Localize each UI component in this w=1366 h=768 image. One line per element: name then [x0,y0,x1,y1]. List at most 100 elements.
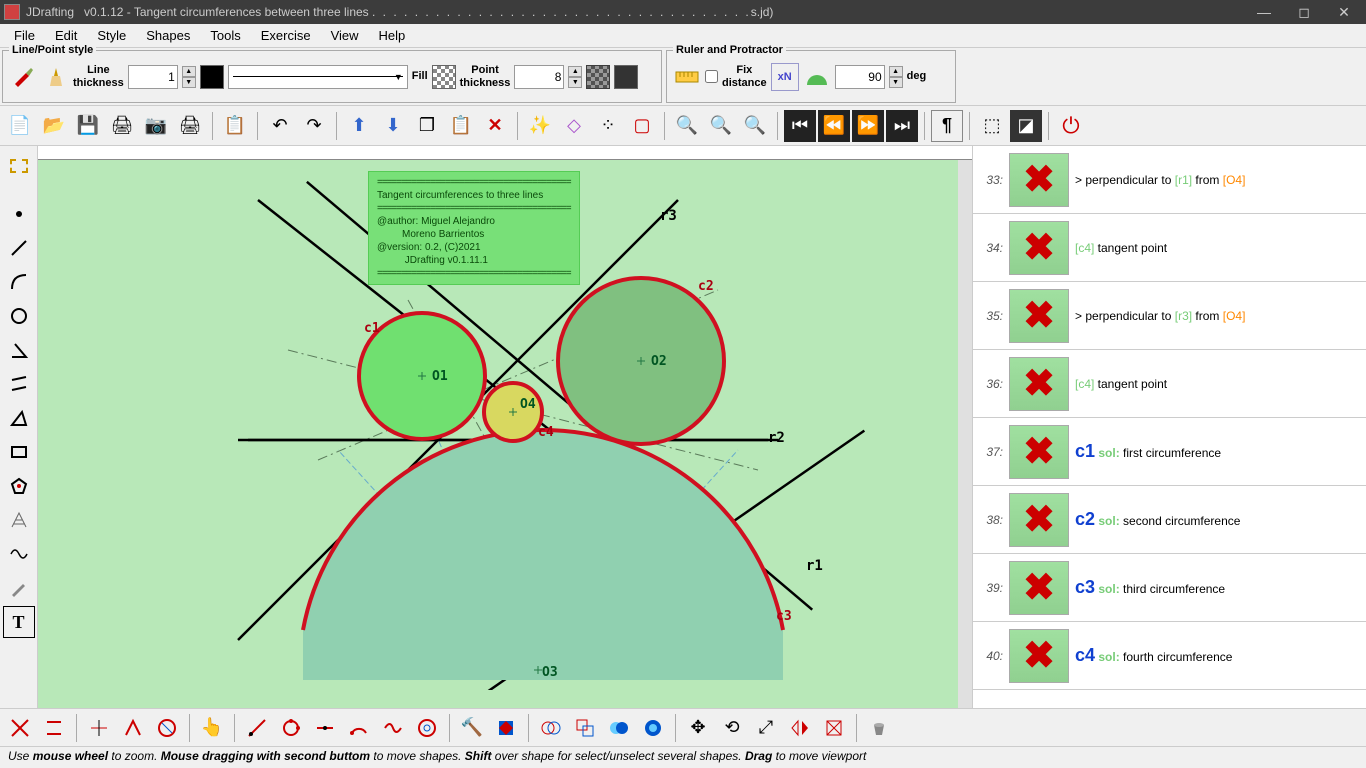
angle-input[interactable] [835,65,885,89]
bt12[interactable] [411,712,443,744]
step-row[interactable]: 39: ✖ c3 sol: third circumference [973,554,1366,622]
bt9[interactable] [309,712,341,744]
zoom-out-button[interactable]: 🔍 [739,110,771,142]
point-color-swatch[interactable] [586,65,610,89]
bt17[interactable] [603,712,635,744]
delete-button[interactable]: ✕ [479,110,511,142]
bt15[interactable] [535,712,567,744]
arc-tool[interactable] [3,266,35,298]
bt2[interactable] [38,712,70,744]
line-tool[interactable] [3,232,35,264]
parallel-tool[interactable] [3,368,35,400]
bt6[interactable]: 👆 [196,712,228,744]
step-row[interactable]: 40: ✖ c4 sol: fourth circumference [973,622,1366,690]
bt3[interactable] [83,712,115,744]
canvas[interactable]: O1 O2 O3 O4 c1 c2 c3 c4 r1 r2 r3 =======… [38,146,972,708]
copy-button[interactable]: ❐ [411,110,443,142]
scale-tool[interactable]: ⤢ [750,712,782,744]
paste-button[interactable]: 📋 [219,110,251,142]
fix-distance-check[interactable] [705,70,718,83]
diamond-button[interactable]: ◇ [558,110,590,142]
menu-shapes[interactable]: Shapes [136,26,200,45]
down-arrow-button[interactable]: ⬇ [377,110,409,142]
close-button[interactable]: ✕ [1334,4,1354,21]
zoom-in-button[interactable]: 🔍 [705,110,737,142]
paragraph-button[interactable]: ¶ [931,110,963,142]
step-row[interactable]: 33: ✖ > perpendicular to [r1] from [O4] [973,146,1366,214]
point-tool[interactable] [3,198,35,230]
spin-down[interactable]: ▼ [182,77,196,88]
brush-icon[interactable] [9,63,37,91]
circle-tool[interactable] [3,300,35,332]
bt4[interactable] [117,712,149,744]
step-row[interactable]: 37: ✖ c1 sol: first circumference [973,418,1366,486]
rect-tool[interactable] [3,436,35,468]
step-row[interactable]: 36: ✖ [c4] tangent point [973,350,1366,418]
menu-edit[interactable]: Edit [45,26,87,45]
xn-button[interactable]: xN [771,63,799,91]
bt16[interactable] [569,712,601,744]
protractor-icon[interactable] [803,63,831,91]
up-arrow-button[interactable]: ⬆ [343,110,375,142]
fill-color-swatch[interactable] [432,65,456,89]
step-row[interactable]: 38: ✖ c2 sol: second circumference [973,486,1366,554]
printer2-button[interactable]: 🖨 [174,110,206,142]
hatch-tool[interactable] [3,504,35,536]
spin-down[interactable]: ▼ [889,77,903,88]
bt18[interactable] [637,712,669,744]
step-row[interactable]: 34: ✖ [c4] tangent point [973,214,1366,282]
select-all-button[interactable]: ⬚ [976,110,1008,142]
point-color-swatch2[interactable] [614,65,638,89]
dots-button[interactable]: ⁘ [592,110,624,142]
spin-down[interactable]: ▼ [568,77,582,88]
red-square-button[interactable]: ▢ [626,110,658,142]
move-tool[interactable]: ✥ [682,712,714,744]
step-row[interactable]: 35: ✖ > perpendicular to [r3] from [O4] [973,282,1366,350]
bt10[interactable] [343,712,375,744]
minimize-button[interactable]: — [1254,4,1274,21]
polygon-tool[interactable] [3,470,35,502]
menu-view[interactable]: View [321,26,369,45]
spin-up[interactable]: ▲ [568,66,582,77]
spin-up[interactable]: ▲ [182,66,196,77]
scrollbar-v[interactable] [958,160,972,708]
invert-button[interactable]: ◪ [1010,110,1042,142]
bt8[interactable] [275,712,307,744]
mirror-h-tool[interactable] [784,712,816,744]
mirror-x-tool[interactable] [818,712,850,744]
new-button[interactable]: 📄 [4,110,36,142]
bt14[interactable] [490,712,522,744]
prev-button[interactable]: ⏪ [818,110,850,142]
line-color-swatch[interactable] [200,65,224,89]
bucket-tool[interactable] [863,712,895,744]
redo-button[interactable]: ↷ [298,110,330,142]
menu-style[interactable]: Style [87,26,136,45]
bt1[interactable] [4,712,36,744]
camera-button[interactable]: 📷 [140,110,172,142]
power-button[interactable]: ⏻ [1055,110,1087,142]
bt7[interactable] [241,712,273,744]
line-thickness-input[interactable] [128,65,178,89]
save-button[interactable]: 💾 [72,110,104,142]
zoom-fit-button[interactable]: 🔍 [671,110,703,142]
menu-file[interactable]: File [4,26,45,45]
maximize-button[interactable]: ◻ [1294,4,1314,21]
curve-tool[interactable] [3,538,35,570]
last-button[interactable]: ⏭ [886,110,918,142]
pencil-tool[interactable] [3,572,35,604]
point-thickness-input[interactable] [514,65,564,89]
angle-tool[interactable] [3,334,35,366]
menu-exercise[interactable]: Exercise [251,26,321,45]
open-button[interactable]: 📂 [38,110,70,142]
rotate-tool[interactable]: ⟲ [716,712,748,744]
next-button[interactable]: ⏩ [852,110,884,142]
select-rect-tool[interactable] [3,150,35,182]
spin-up[interactable]: ▲ [889,66,903,77]
steps-panel[interactable]: 33: ✖ > perpendicular to [r1] from [O4]3… [972,146,1366,708]
triangle-tool[interactable] [3,402,35,434]
first-button[interactable]: ⏮ [784,110,816,142]
broom-icon[interactable] [41,63,69,91]
bt5[interactable] [151,712,183,744]
menu-tools[interactable]: Tools [200,26,250,45]
bt11[interactable] [377,712,409,744]
